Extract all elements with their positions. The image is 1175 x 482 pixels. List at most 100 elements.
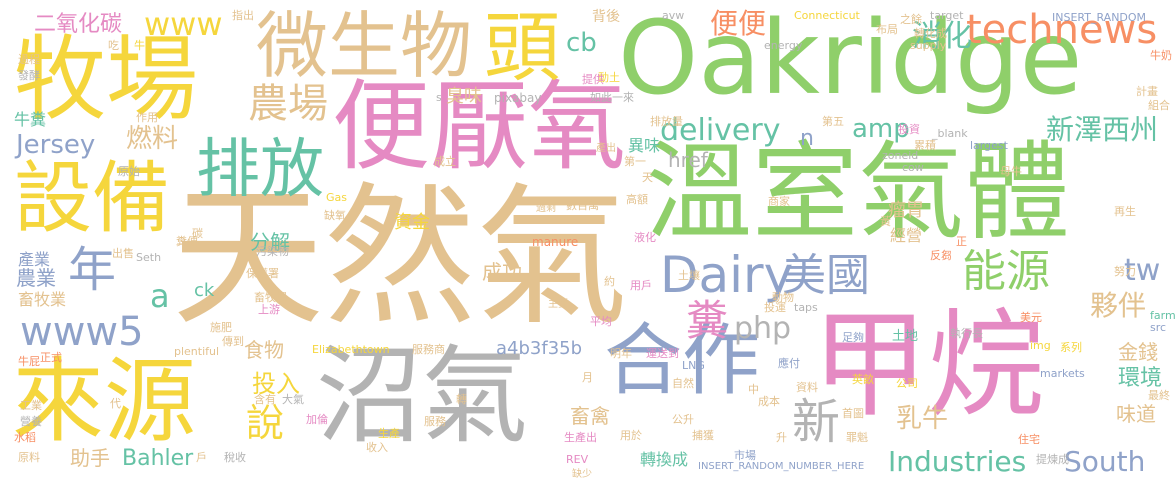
word-baohushu: 保護署	[246, 267, 279, 280]
word-target: target	[930, 9, 964, 22]
word-niu: 牛	[134, 39, 145, 52]
word-meiguo: 美國	[782, 250, 870, 301]
word-bianyanyang: 便厭氧	[332, 70, 627, 184]
word-www5: www5	[20, 309, 144, 355]
word-yonghu: 用戶	[630, 279, 652, 292]
word-buhuo: 捕獲	[692, 429, 714, 442]
word-wuranwu: 污染物	[256, 245, 289, 258]
word-huoban: 夥伴	[1090, 289, 1147, 322]
word-chuandao: 傳到	[222, 335, 244, 348]
word-diyi: 第一	[624, 155, 646, 168]
word-shuidao: 水稻	[14, 431, 36, 444]
word-xumuye: 畜牧業	[18, 290, 67, 309]
word-shifei: 施肥	[210, 321, 232, 334]
word-jiawan: 甲烷	[812, 298, 1044, 433]
word-zhuyao: 主要	[548, 299, 568, 310]
word-yuanshi: 原始	[118, 165, 140, 178]
word-jinqian: 金錢	[1118, 340, 1158, 364]
word-wenshiqiti: 溫室氣體	[646, 131, 1070, 254]
word-pixabay: pixabay	[494, 91, 542, 105]
word-guosheng: 過剩	[536, 203, 556, 214]
word-zhuan: 轉	[456, 393, 467, 406]
word-chuqin: 畜禽	[570, 404, 610, 428]
word-shichang: 市場	[734, 449, 756, 462]
word-zhaoqi: 沼氣	[316, 335, 528, 458]
word-paifang: 排放	[196, 133, 324, 207]
word-shebei: 設備	[14, 154, 171, 244]
word-farm: farm	[1150, 309, 1175, 322]
word-yuanliao: 原料	[18, 451, 40, 464]
word-yingfu: 應付	[778, 357, 800, 370]
word-zoneid: zoneid	[882, 149, 919, 162]
word-guocheng: 過程	[18, 53, 40, 66]
word-xinzexizhou: 新澤西州	[1046, 113, 1159, 146]
word-runiu: 乳牛	[896, 404, 949, 434]
word-xiaohua: 消化	[912, 19, 972, 54]
word-php: php	[734, 311, 792, 346]
word-supply: supply	[910, 39, 947, 52]
word-south: South	[1064, 445, 1146, 478]
word-chengben: 成本	[758, 395, 780, 408]
word-beihou: 背後	[592, 9, 620, 25]
word-jihua: 計畫	[1136, 85, 1158, 98]
word-zhong: 中	[748, 383, 759, 396]
word-src: src	[1150, 321, 1167, 334]
word-touyun: 投運	[764, 301, 786, 314]
word-tiliancheng: 提煉成	[1036, 453, 1069, 466]
word-hu: 戶	[196, 451, 207, 464]
word-yunsongdao: 運送到	[646, 347, 679, 360]
word-taps: taps	[794, 301, 818, 314]
word-zhengshi: 正式	[40, 351, 62, 364]
word-niunai: 牛奶	[1150, 49, 1172, 62]
word-zhushou: 助手	[70, 446, 110, 470]
word-connecticut: Connecticut	[794, 9, 860, 22]
word-rev: REV	[566, 453, 589, 466]
word-muchang: 牧場	[14, 26, 199, 133]
word-queyang: 缺氧	[324, 209, 346, 222]
word-zuoyong: 作用	[136, 111, 158, 124]
word-blank: _blank	[932, 127, 968, 140]
word-n: n	[800, 126, 814, 151]
word-laiyuan: 來源	[12, 348, 197, 455]
word-touzi: 投資	[898, 123, 920, 136]
word-industries: Industries	[888, 445, 1027, 478]
word-zuizhong: 最終	[1148, 389, 1170, 402]
word-cow: cow	[902, 161, 924, 174]
word-oakridge: Oakridge	[618, 0, 1083, 118]
word-www: www	[144, 5, 223, 43]
word-zhuanhuancheng: 轉換成	[640, 450, 689, 469]
word-pingjun: 平均	[590, 315, 612, 328]
word-jingying: 經營	[890, 226, 923, 245]
word-zhuanhuacheng: 轉化成	[914, 27, 947, 40]
word-yingyang: 營養	[20, 415, 42, 428]
word-zheng: 正	[956, 235, 967, 248]
word-tudi: 土地	[892, 329, 919, 344]
word-huang: 黃	[880, 215, 891, 228]
word-niupi: 牛屁	[18, 355, 40, 368]
word-dongwu: 動物	[772, 291, 794, 304]
word-nuli: 努力	[1114, 265, 1136, 278]
word-a: a	[150, 277, 170, 315]
word-amp: amp	[852, 114, 910, 144]
word-fajiao: 發酵	[18, 69, 40, 82]
word-yongyu: 用於	[620, 429, 642, 442]
word-ranliao: 燃料	[126, 124, 179, 154]
word-xumuchang: 畜牧場	[254, 291, 287, 304]
word-dairy: Dairy	[660, 246, 794, 304]
word-chouwei: 臭味	[446, 86, 482, 107]
word-turang: 土壤	[678, 269, 700, 282]
word-s: s	[436, 91, 442, 104]
word-gas: Gas	[326, 191, 347, 204]
word-zhichu: 指出	[232, 9, 254, 22]
word-tigong: 提供	[582, 73, 604, 86]
word-yiwei: 異味	[628, 136, 661, 155]
word-gongye: 工業	[20, 399, 42, 412]
word-href: href	[668, 148, 708, 172]
word-zhuzhai: 住宅	[1018, 433, 1040, 446]
word-ck: ck	[194, 280, 215, 301]
word-yingmu: 英畝	[852, 373, 874, 386]
word-nian: 年	[68, 242, 117, 298]
word-dongtu: 動土	[598, 71, 620, 84]
word-bianbian: 便便	[710, 7, 767, 40]
